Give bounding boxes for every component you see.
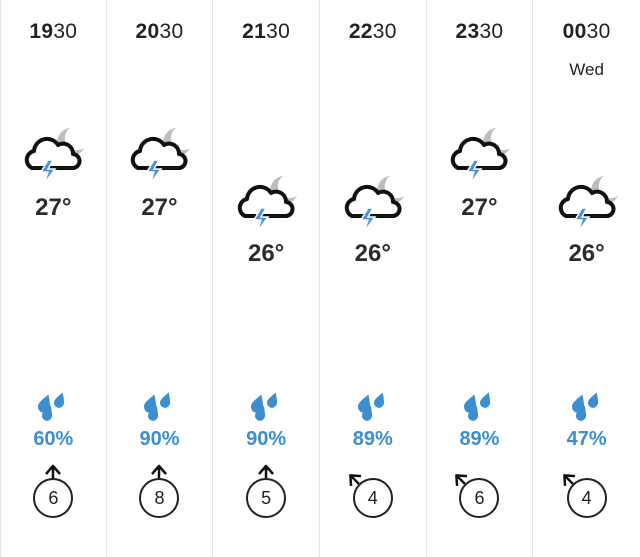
thunder-cloud-night-icon xyxy=(338,172,408,242)
wind-direction-arrow-icon xyxy=(453,464,505,524)
raindrops-icon xyxy=(462,392,496,422)
forecast-column[interactable]: 2030 27° 90% 8 xyxy=(107,0,214,557)
wind-speed: 8 xyxy=(139,478,180,518)
thunder-cloud-night-icon xyxy=(552,172,622,242)
wind-speed: 6 xyxy=(33,478,74,518)
wind-speed: 6 xyxy=(459,478,500,518)
rain-chance: 89% xyxy=(459,428,500,450)
rain-chance: 90% xyxy=(246,428,287,450)
thunder-cloud-night-icon xyxy=(444,124,514,194)
forecast-column[interactable]: 2130 26° 90% 5 xyxy=(213,0,320,557)
raindrops-icon xyxy=(570,392,604,422)
temperature: 27° xyxy=(461,194,498,221)
thunder-cloud-night-icon xyxy=(18,124,88,194)
wind-speed: 4 xyxy=(566,478,607,518)
wind-direction-arrow-icon xyxy=(27,464,79,524)
rain-chance: 89% xyxy=(352,428,393,450)
temperature: 27° xyxy=(141,194,178,221)
forecast-time: 2230 xyxy=(348,20,397,43)
forecast-column[interactable]: 2330 27° 89% 6 xyxy=(427,0,534,557)
rain-chance: 47% xyxy=(566,428,607,450)
rain-chance: 60% xyxy=(33,428,74,450)
raindrops-icon xyxy=(356,392,390,422)
temperature: 26° xyxy=(247,240,285,267)
wind-direction-arrow-icon xyxy=(561,464,613,524)
forecast-day: Wed xyxy=(569,60,604,79)
forecast-time: 2130 xyxy=(242,20,291,43)
forecast-column[interactable]: 2230 26° 89% 4 xyxy=(320,0,427,557)
temperature: 26° xyxy=(354,240,391,267)
thunder-cloud-night-icon xyxy=(231,172,301,242)
temperature: 27° xyxy=(35,194,72,221)
forecast-time: 1930 xyxy=(29,20,78,43)
forecast-column[interactable]: 1930 27° 60% 6 xyxy=(0,0,107,557)
raindrops-icon xyxy=(249,392,283,422)
forecast-time: 0030 xyxy=(562,20,611,43)
temperature: 26° xyxy=(568,240,605,267)
wind-direction-arrow-icon xyxy=(133,464,185,524)
rain-chance: 90% xyxy=(139,428,180,450)
thunder-cloud-night-icon xyxy=(124,124,194,194)
wind-speed: 4 xyxy=(352,478,393,518)
forecast-time: 2330 xyxy=(455,20,504,43)
wind-speed: 5 xyxy=(246,478,287,518)
wind-direction-arrow-icon xyxy=(240,464,292,524)
forecast-time: 2030 xyxy=(135,20,184,43)
raindrops-icon xyxy=(142,392,176,422)
wind-direction-arrow-icon xyxy=(347,464,399,524)
forecast-column[interactable]: 0030 Wed 26° 47% 4 xyxy=(533,0,640,557)
raindrops-icon xyxy=(36,392,70,422)
